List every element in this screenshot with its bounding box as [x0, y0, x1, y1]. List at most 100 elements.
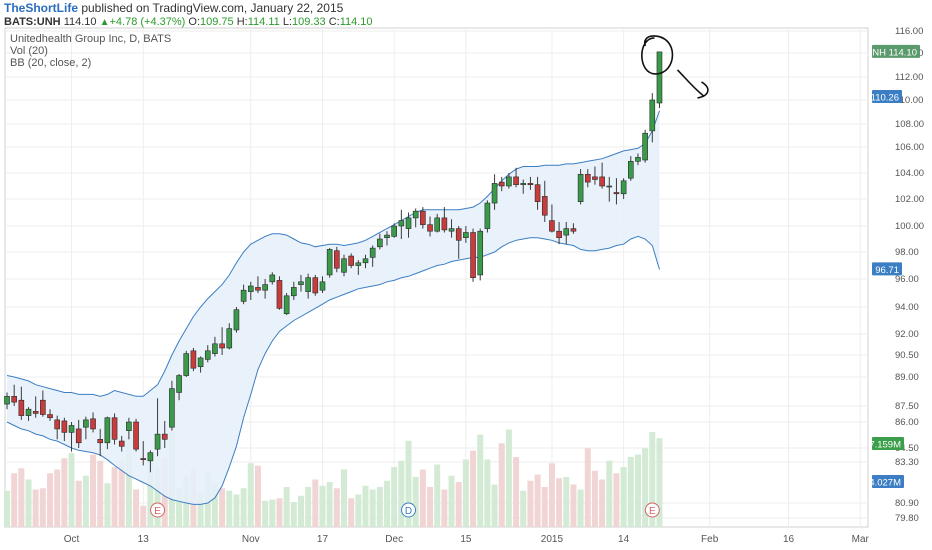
- event-marker: [150, 502, 166, 518]
- volume-bar: [599, 479, 606, 527]
- volume-bar: [427, 487, 434, 527]
- candle: [549, 220, 555, 232]
- volume-bar: [197, 493, 204, 527]
- volume-bar: [283, 487, 290, 527]
- candle: [642, 132, 648, 161]
- candle: [506, 176, 512, 187]
- volume-bar: [398, 460, 405, 527]
- volume-bar: [527, 480, 534, 527]
- volume-bar: [584, 448, 591, 527]
- event-marker: [401, 502, 417, 518]
- candle: [599, 176, 605, 187]
- chart-title: Unitedhealth Group Inc, D, BATS: [10, 33, 172, 45]
- candle: [649, 99, 656, 132]
- volume-bar: [419, 469, 426, 527]
- author-link[interactable]: TheShortLife: [4, 1, 78, 15]
- volume-bar: [326, 482, 333, 527]
- volume-bar: [211, 483, 218, 527]
- candle: [104, 417, 111, 444]
- candle: [197, 357, 204, 368]
- y-tick-label: 90.50: [895, 350, 919, 361]
- volume-bar: [548, 463, 555, 527]
- publish-header: TheShortLife published on TradingView.co…: [4, 1, 343, 15]
- candle: [563, 228, 570, 236]
- y-tick-label: 110.00: [895, 95, 923, 106]
- volume-bar: [620, 467, 627, 527]
- candle: [534, 184, 541, 202]
- candle: [412, 210, 419, 219]
- candle: [4, 396, 10, 405]
- y-tick-label: 84.50: [895, 443, 919, 454]
- grid-lines: [5, 28, 868, 527]
- candle: [463, 232, 469, 238]
- volume-bar: [312, 479, 319, 527]
- volume-bar: [54, 469, 61, 527]
- high-value: 114.11: [247, 16, 280, 28]
- candle: [326, 249, 333, 276]
- event-marker-label: E: [649, 506, 656, 517]
- candle: [247, 285, 254, 292]
- candle: [11, 396, 17, 403]
- candle: [405, 217, 412, 229]
- candle: [183, 353, 190, 376]
- candle: [556, 230, 562, 238]
- candle: [68, 425, 75, 433]
- annotation-arrow-line: [676, 69, 704, 97]
- candle: [427, 224, 433, 232]
- volume-bar: [391, 467, 398, 527]
- candle: [334, 250, 340, 269]
- y-tick-label: 116.00: [895, 26, 923, 37]
- volume-bar: [642, 448, 649, 527]
- volume-bar: [219, 488, 226, 527]
- volume-bar: [240, 488, 247, 527]
- volume-bar: [455, 482, 462, 527]
- volume-bar: [39, 488, 46, 527]
- y-tick-label: 79.80: [895, 513, 919, 524]
- candle: [570, 228, 577, 232]
- candle: [75, 428, 82, 444]
- x-tick-label: Nov: [242, 534, 260, 545]
- candle: [290, 287, 297, 297]
- volume-bar: [154, 467, 161, 527]
- candle: [398, 220, 405, 227]
- price-tag-bg: [872, 262, 902, 276]
- volume-bar: [140, 505, 147, 527]
- volume-bar: [305, 487, 312, 527]
- volume-bar: [254, 465, 261, 527]
- high-label: H:: [236, 16, 248, 28]
- bollinger-indicator-label[interactable]: BB (20, close, 2): [10, 57, 92, 69]
- volume-bar: [563, 477, 570, 527]
- volume-bar: [276, 498, 283, 527]
- candle: [513, 176, 519, 185]
- volume-bar: [125, 437, 132, 527]
- volume-bar: [262, 500, 269, 527]
- volume-bar: [233, 494, 240, 527]
- volume-bar: [25, 479, 32, 527]
- volume-bar: [577, 489, 584, 527]
- volume-indicator-label[interactable]: Vol (20): [10, 45, 48, 57]
- volume-bar: [634, 454, 641, 527]
- volume-bar: [133, 489, 140, 527]
- candle: [276, 280, 283, 309]
- candle: [140, 458, 147, 460]
- candle: [613, 192, 620, 195]
- x-tick-label: 16: [783, 534, 795, 545]
- volume-bar: [649, 432, 656, 527]
- y-tick-label: 87.50: [895, 401, 919, 412]
- low-value: 109.33: [292, 16, 326, 28]
- open-label: O:: [188, 16, 201, 28]
- volume-bar: [47, 473, 54, 527]
- volume-tag: 4.027M: [869, 478, 901, 489]
- volume-bar: [97, 460, 104, 527]
- volume-bar: [32, 489, 39, 527]
- candle: [362, 258, 369, 264]
- annotation-circle: [641, 35, 674, 75]
- event-marker: [644, 502, 660, 518]
- candle: [40, 399, 46, 415]
- candle: [470, 232, 476, 278]
- x-tick-label: 2015: [541, 534, 564, 545]
- candle: [126, 421, 132, 431]
- candle: [169, 388, 175, 428]
- candle: [606, 185, 613, 188]
